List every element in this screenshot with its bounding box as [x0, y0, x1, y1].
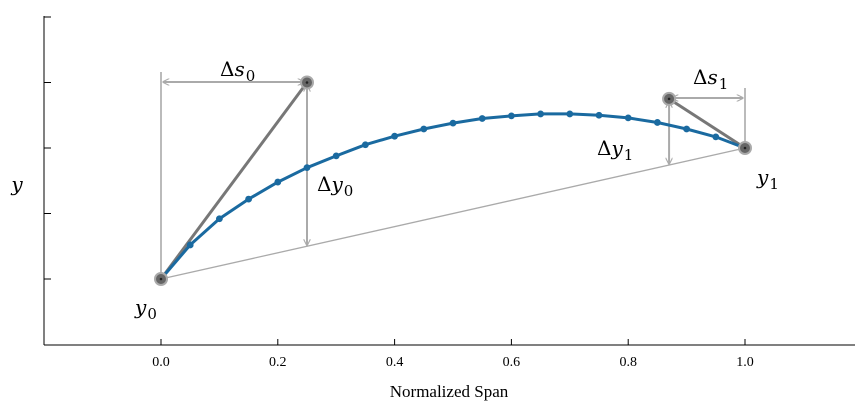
- control-point-center-3: [743, 146, 747, 150]
- ann-ds0-sub: 0: [246, 67, 256, 85]
- control-point-center-2: [667, 97, 671, 101]
- dimension-arrows: [160, 72, 746, 279]
- ann-dy1-var: y: [610, 136, 623, 160]
- curve-point-1: [186, 241, 194, 249]
- curve-point-13: [537, 110, 544, 118]
- label-delta-y1: Δy1: [597, 136, 633, 164]
- label-y1: y1: [756, 165, 779, 193]
- ann-y0-sub: 0: [147, 305, 157, 323]
- curve-point-17: [654, 119, 661, 126]
- curve-point-15: [595, 111, 603, 119]
- curve-point-14: [566, 110, 574, 118]
- curve-point-3: [245, 195, 253, 203]
- curve-point-6: [332, 152, 340, 160]
- curve-point-19: [712, 133, 720, 141]
- x-tick-label-1: 0.2: [269, 355, 287, 370]
- curve-point-16: [624, 114, 632, 122]
- control-leg-start: [159, 81, 309, 280]
- annotations: y0 y1 Δs0 Δs1 Δy0 Δy1: [134, 57, 779, 323]
- ann-ds1-delta: Δ: [693, 65, 707, 89]
- label-delta-s1: Δs1: [693, 65, 728, 93]
- ann-y1-var: y: [756, 165, 769, 189]
- chord-line: [160, 147, 746, 280]
- curve-point-5: [303, 164, 311, 172]
- x-tick-label-5: 1.0: [736, 355, 754, 370]
- y-ticks: [44, 16, 51, 280]
- control-polygon: [159, 81, 746, 280]
- control-points: [154, 75, 752, 286]
- ann-ds0-var: s: [234, 57, 244, 81]
- ann-ds1-sub: 1: [719, 75, 729, 93]
- ann-y0-var: y: [134, 295, 147, 319]
- curve-point-12: [508, 112, 515, 120]
- ann-ds1-var: s: [707, 65, 717, 89]
- curve-point-11: [478, 115, 486, 122]
- x-tick-label-2: 0.4: [386, 355, 404, 370]
- curve-point-2: [216, 215, 223, 223]
- x-tick-label-3: 0.6: [503, 355, 521, 370]
- curve-point-4: [274, 178, 282, 186]
- ann-dy0-delta: Δ: [317, 172, 331, 196]
- ann-dy0-var: y: [330, 172, 343, 196]
- chord-layer: [160, 147, 746, 280]
- x-tick-label-4: 0.8: [619, 355, 637, 370]
- curve-point-7: [362, 141, 369, 149]
- x-tick-label-0: 0.0: [152, 355, 170, 370]
- label-delta-y0: Δy0: [317, 172, 353, 200]
- y-axis-label: y: [10, 172, 23, 196]
- curve-point-18: [683, 125, 690, 133]
- control-point-center-1: [305, 81, 309, 84]
- curve-point-9: [420, 125, 428, 133]
- axes: [43, 16, 855, 346]
- ann-ds0-delta: Δ: [220, 57, 234, 81]
- ann-dy1-sub: 1: [624, 146, 634, 164]
- curve-point-8: [391, 132, 398, 140]
- ann-dy1-delta: Δ: [597, 136, 611, 160]
- x-ticks: 0.0 0.2 0.4 0.6 0.8 1.0: [152, 339, 754, 370]
- label-delta-s0: Δs0: [220, 57, 255, 85]
- label-y0: y0: [134, 295, 157, 323]
- ann-dy0-sub: 0: [344, 182, 354, 200]
- x-axis-label: Normalized Span: [390, 382, 509, 401]
- control-point-center-0: [159, 277, 163, 281]
- curve-layer: [157, 110, 749, 283]
- ann-y1-sub: 1: [769, 175, 779, 193]
- curve-point-10: [449, 119, 457, 127]
- control-leg-end: [668, 97, 746, 150]
